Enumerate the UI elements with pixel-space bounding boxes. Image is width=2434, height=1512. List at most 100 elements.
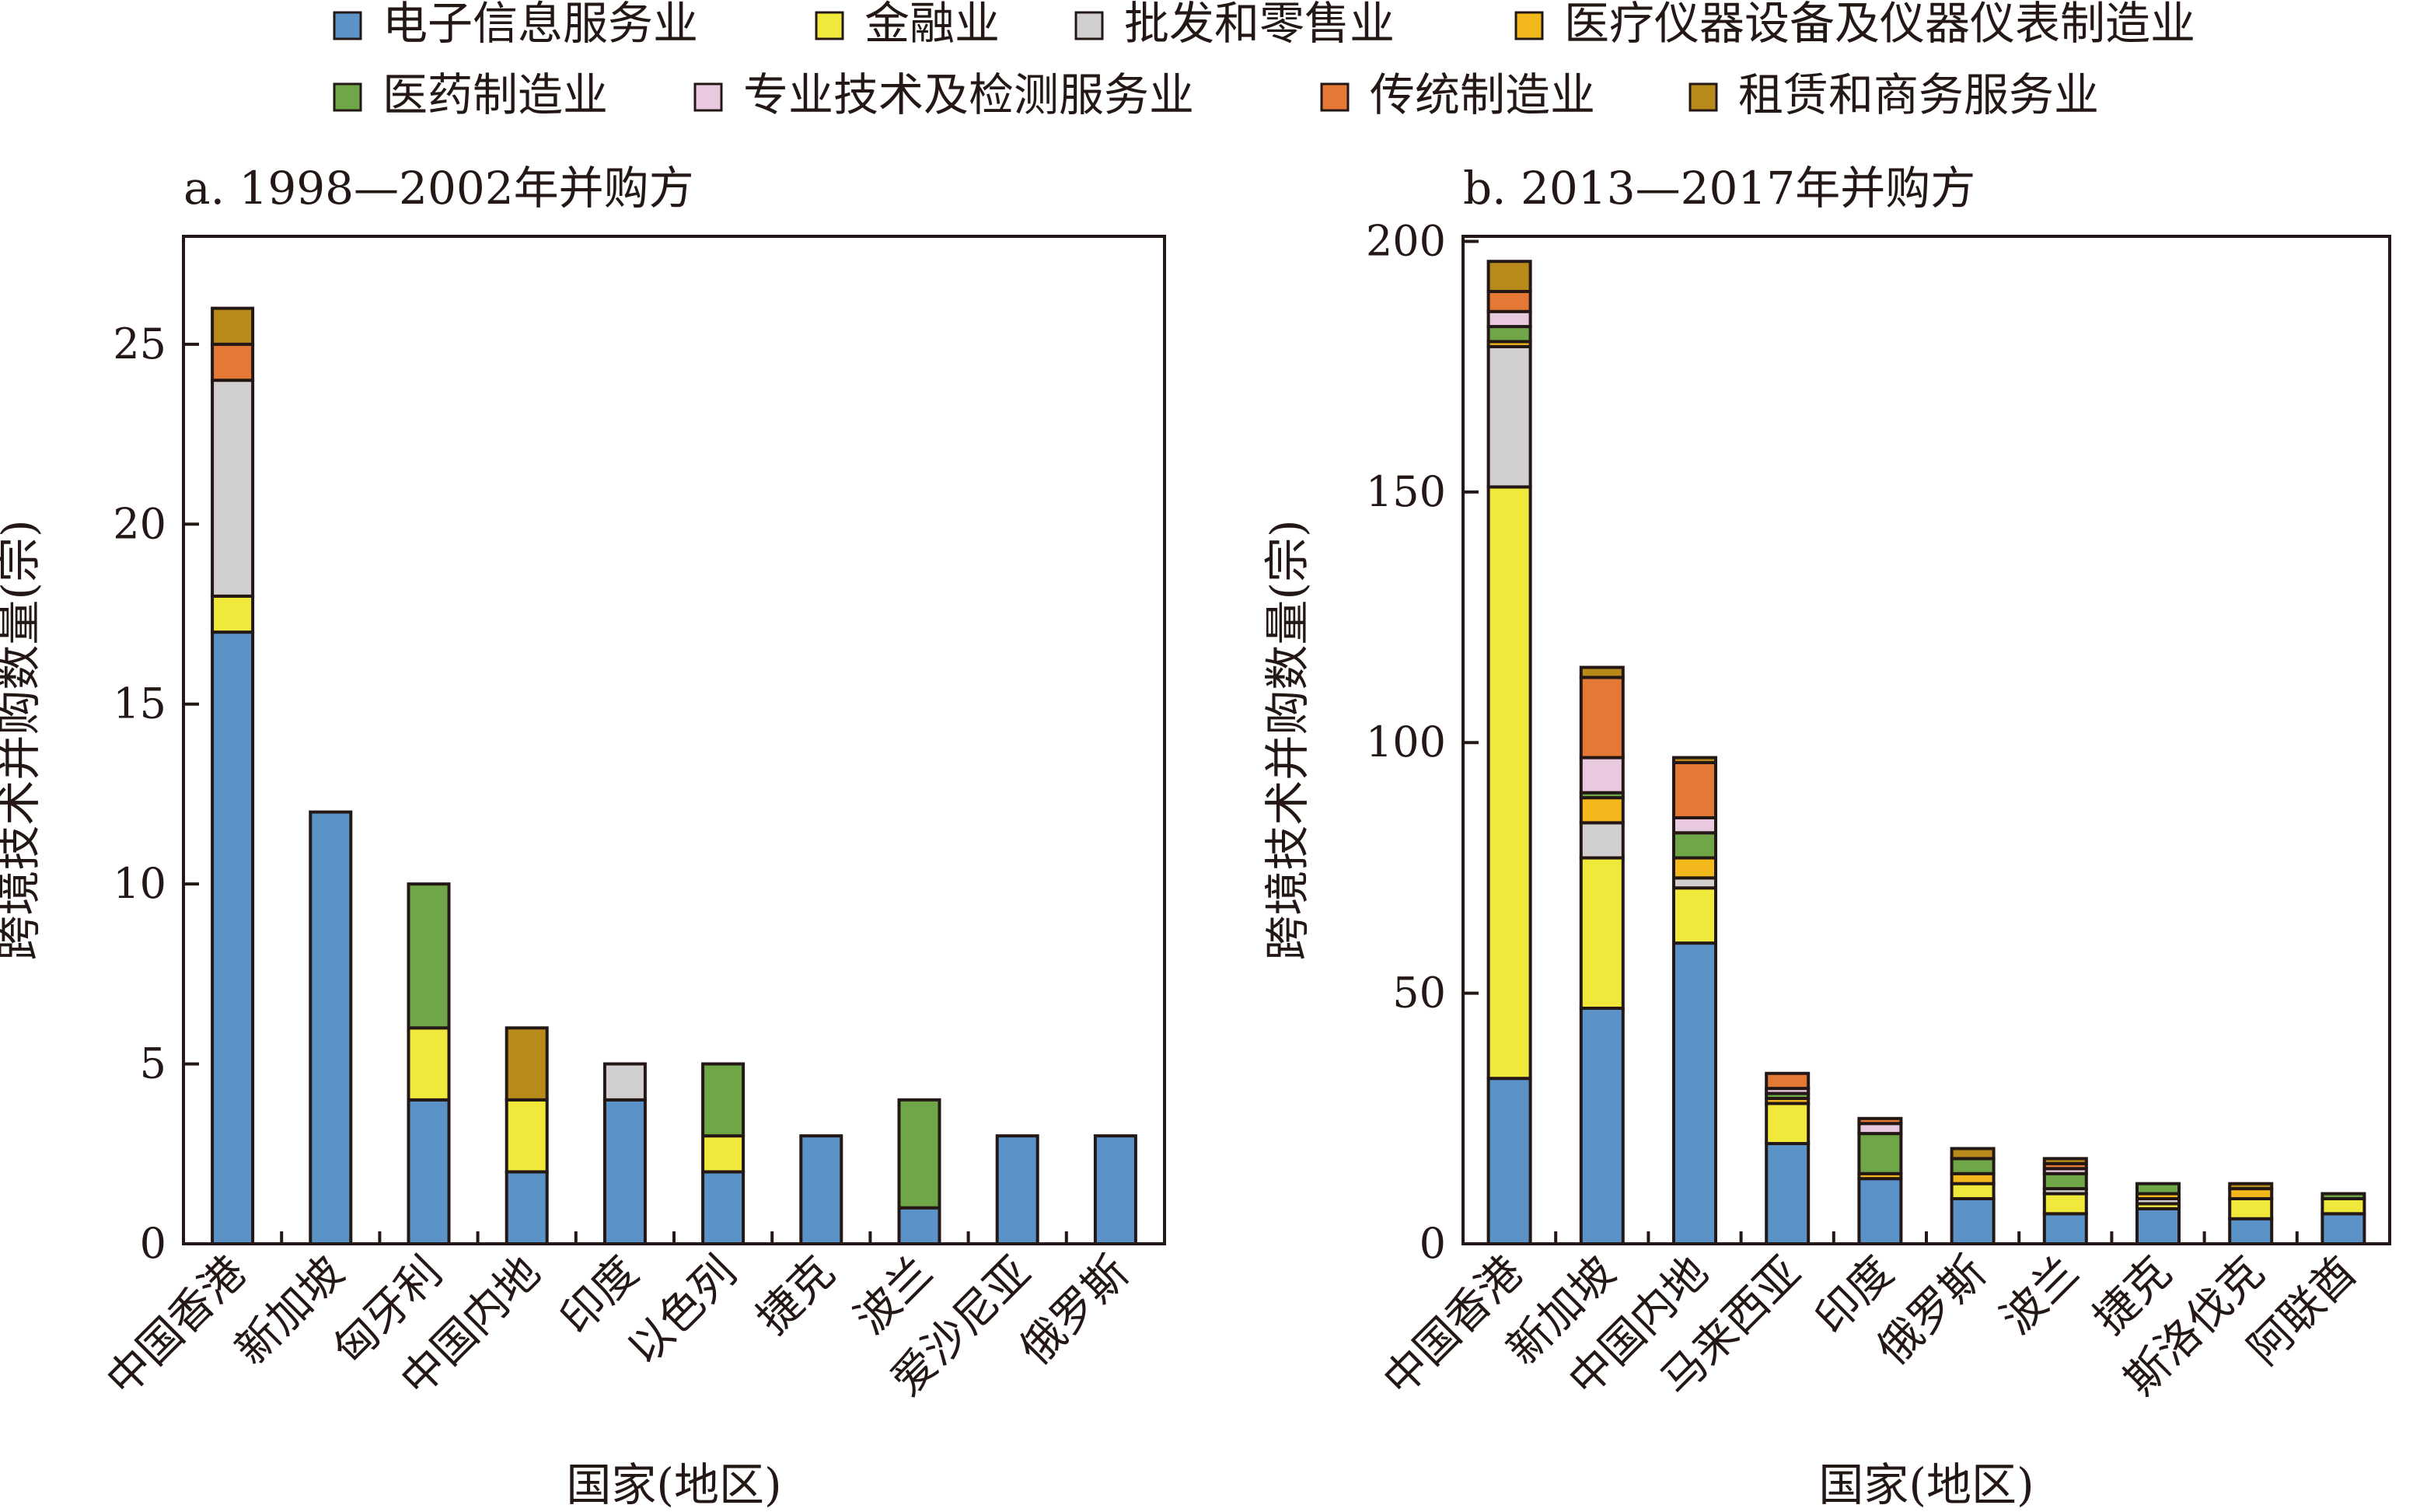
x-tick-label: 中国香港 [1374, 1247, 1532, 1405]
x-tick-label: 俄罗斯 [1011, 1247, 1139, 1375]
bar-segment [2042, 1212, 2088, 1246]
bar-segment [1672, 831, 1717, 860]
legend-swatch [1514, 11, 1544, 40]
bar-segment [1950, 1157, 1996, 1175]
bar-segment [1579, 821, 1625, 860]
bar-segment [407, 1026, 451, 1102]
bar-segment [2042, 1172, 2088, 1191]
bar-segment [407, 1098, 451, 1246]
y-tick-label: 150 [1366, 467, 1446, 516]
bar-segment [1486, 1077, 1532, 1245]
bar-segment [1672, 756, 1717, 765]
y-axis-title: 跨境技术并购数量(宗) [0, 519, 45, 960]
plot-frame [1461, 235, 2391, 1245]
legend-swatch [1688, 82, 1718, 112]
bar-segment [1486, 260, 1532, 293]
legend-item: 电子信息服务业 [333, 0, 698, 50]
bar-segment [2321, 1196, 2366, 1216]
bar-segment [1579, 796, 1625, 825]
bar-segment [701, 1134, 746, 1174]
chart-title: a. 1998—2002年并购方 [183, 162, 694, 215]
legend-item: 医疗仪器设备及仪器仪表制造业 [1514, 0, 2195, 50]
bar-segment [1765, 1102, 1811, 1146]
bar-segment [1579, 1006, 1625, 1245]
bar-segment [1486, 485, 1532, 1081]
bar-segment [1950, 1147, 1996, 1161]
bar-segment [211, 379, 255, 598]
bar-segment [602, 1098, 647, 1246]
legend-label: 医疗仪器设备及仪器仪表制造业 [1564, 0, 2195, 50]
legend-swatch [1320, 82, 1350, 112]
y-tick-label: 50 [1392, 969, 1446, 1018]
legend-item: 传统制造业 [1320, 68, 1595, 121]
bar-segment [2042, 1192, 2088, 1216]
bar-segment [1672, 815, 1717, 835]
bar-segment [2321, 1192, 2366, 1200]
y-tick-label: 25 [113, 320, 166, 368]
legend-label: 专业技术及检测服务业 [743, 68, 1194, 121]
legend-item: 专业技术及检测服务业 [693, 68, 1194, 121]
bar-segment [2321, 1212, 2366, 1246]
legend-label: 传统制造业 [1370, 68, 1595, 121]
bar-segment [505, 1170, 549, 1246]
bar-segment [2135, 1182, 2181, 1196]
bar-segment [1672, 886, 1717, 945]
bar-segment [1579, 665, 1625, 679]
legend-label: 批发和零售业 [1124, 0, 1395, 50]
legend-swatch [333, 82, 362, 112]
bar-segment [309, 810, 353, 1245]
x-tick-label: 以色列 [618, 1247, 746, 1375]
y-axis-title: 跨境技术并购数量(宗) [1261, 519, 1314, 960]
bar-segment [2135, 1206, 2181, 1246]
legend-item: 医药制造业 [333, 68, 608, 121]
bar-segment [1765, 1142, 1811, 1246]
x-tick-label: 波兰 [1992, 1247, 2089, 1344]
legend-label: 租赁和商务服务业 [1738, 68, 2099, 121]
bar-segment [1486, 325, 1532, 344]
legend-item: 金融业 [815, 0, 1000, 50]
bar-segment [211, 306, 255, 346]
bar-segment [211, 630, 255, 1245]
bar-segment [701, 1170, 746, 1246]
bar-segment [2228, 1182, 2274, 1191]
x-tick-label: 新加坡 [225, 1247, 354, 1375]
x-tick-label: 俄罗斯 [1868, 1247, 1996, 1375]
legend-swatch [1074, 11, 1104, 40]
bar-segment [1093, 1134, 1137, 1245]
bar-segment [1672, 761, 1717, 819]
x-axis-title: 国家(地区) [566, 1458, 781, 1511]
legend-label: 医药制造业 [382, 68, 608, 121]
bar-segment [1486, 344, 1532, 489]
x-tick-label: 中国香港 [97, 1247, 256, 1405]
bar-segment [505, 1026, 549, 1102]
legend-swatch [333, 11, 362, 40]
bar-segment [1950, 1196, 1996, 1245]
bar-segment [1765, 1071, 1811, 1091]
chart-b: b. 2013—2017年并购方中国香港新加坡中国内地马来西亚印度俄罗斯波兰捷克… [1261, 162, 2391, 1511]
legend-swatch [815, 11, 844, 40]
bar-segment [2228, 1196, 2274, 1220]
bar-segment [1857, 1132, 1903, 1175]
bar-segment [407, 882, 451, 1030]
bar-segment [1486, 309, 1532, 329]
bar-segment [1672, 941, 1717, 1245]
bar-segment [1579, 856, 1625, 1010]
x-tick-label: 捷克 [747, 1247, 844, 1344]
bar-segment [1950, 1182, 1996, 1200]
bar-segment [1672, 856, 1717, 880]
x-axis-title: 国家(地区) [1818, 1458, 2034, 1511]
legend-item: 租赁和商务服务业 [1688, 68, 2099, 121]
bar-segment [799, 1134, 843, 1245]
chart-title: b. 2013—2017年并购方 [1463, 162, 1975, 215]
bar-segment [1857, 1116, 1903, 1126]
legend-label: 电子信息服务业 [382, 0, 698, 50]
y-tick-label: 0 [1420, 1219, 1446, 1268]
bar-segment [211, 594, 255, 634]
bar-segment [701, 1062, 746, 1138]
bar-segment [995, 1134, 1039, 1245]
y-tick-label: 0 [140, 1219, 166, 1268]
y-tick-label: 200 [1366, 216, 1446, 265]
legend-swatch [693, 82, 723, 112]
